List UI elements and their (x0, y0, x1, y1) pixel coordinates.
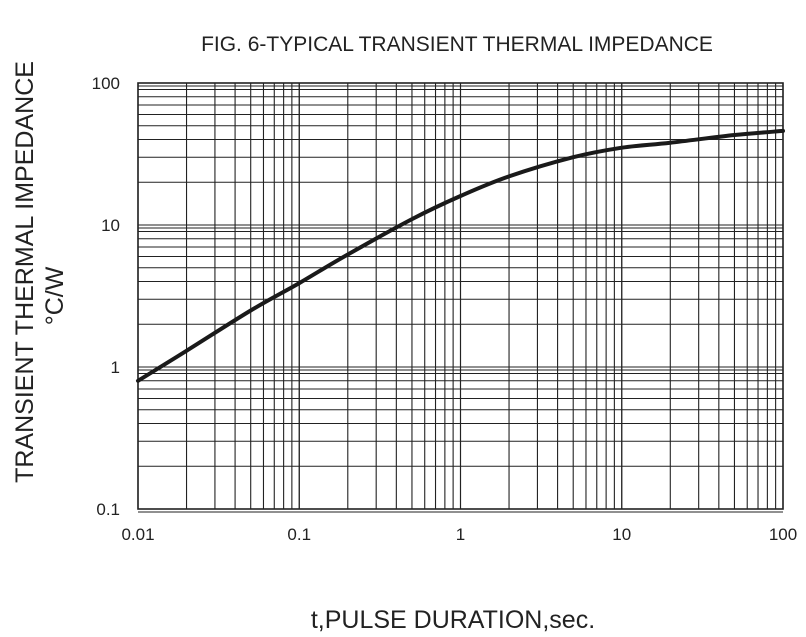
x-tick-label: 100 (769, 525, 797, 544)
y-axis-label: TRANSIENT THERMAL IMPEDANCE (11, 61, 39, 483)
y-tick-label: 10 (101, 216, 120, 235)
y-tick-label: 100 (92, 74, 120, 93)
y-axis-unit: °C/W (41, 266, 69, 325)
series-line (136, 128, 785, 383)
y-tick-label: 1 (111, 358, 120, 377)
x-tick-labels: 0.01 0.1 1 10 100 (121, 525, 797, 544)
series-layer (136, 128, 785, 383)
plot-frame (137, 82, 784, 510)
x-tick-label: 0.1 (287, 525, 311, 544)
chart-title: FIG. 6-TYPICAL TRANSIENT THERMAL IMPEDAN… (201, 33, 713, 56)
x-tick-label: 10 (612, 525, 631, 544)
x-axis-label: t,PULSE DURATION,sec. (311, 606, 595, 634)
grid (137, 82, 784, 513)
y-tick-label: 0.1 (96, 500, 120, 519)
x-tick-label: 0.01 (121, 525, 154, 544)
x-tick-label: 1 (456, 525, 465, 544)
y-tick-labels: 0.1 1 10 100 (92, 74, 120, 519)
